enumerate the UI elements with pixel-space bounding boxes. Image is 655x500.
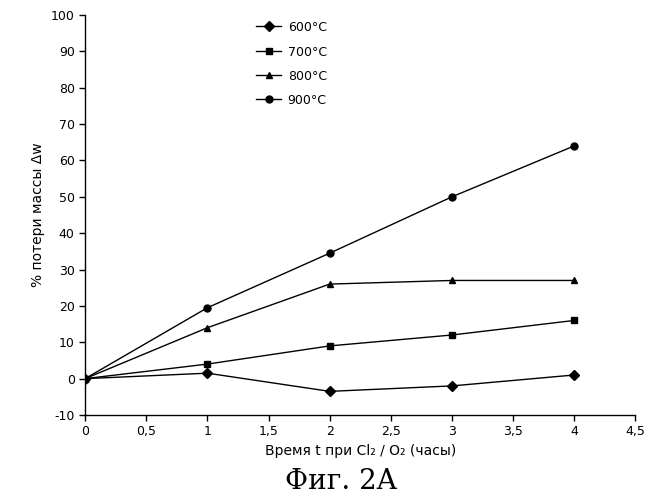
- 900°C: [204, 304, 212, 310]
- 700°C: [204, 361, 212, 367]
- 600°C: [326, 388, 333, 394]
- 900°C: [326, 250, 333, 256]
- 800°C: [81, 376, 89, 382]
- Line: 800°C: 800°C: [82, 277, 578, 382]
- 900°C: [571, 143, 578, 149]
- Legend: 600°C, 700°C, 800°C, 900°C: 600°C, 700°C, 800°C, 900°C: [257, 21, 327, 107]
- Text: Фиг. 2A: Фиг. 2A: [285, 468, 396, 495]
- 800°C: [448, 278, 456, 283]
- 700°C: [571, 318, 578, 324]
- 700°C: [326, 343, 333, 349]
- Line: 900°C: 900°C: [82, 142, 578, 382]
- 700°C: [81, 376, 89, 382]
- 600°C: [448, 383, 456, 389]
- 900°C: [81, 376, 89, 382]
- 600°C: [204, 370, 212, 376]
- 800°C: [571, 278, 578, 283]
- 600°C: [81, 376, 89, 382]
- 900°C: [448, 194, 456, 200]
- X-axis label: Время t при Cl₂ / O₂ (часы): Время t при Cl₂ / O₂ (часы): [265, 444, 456, 458]
- Y-axis label: % потери массы Δw: % потери массы Δw: [31, 142, 45, 288]
- Line: 700°C: 700°C: [82, 317, 578, 382]
- 700°C: [448, 332, 456, 338]
- 600°C: [571, 372, 578, 378]
- 800°C: [204, 324, 212, 330]
- Line: 600°C: 600°C: [82, 370, 578, 395]
- 800°C: [326, 281, 333, 287]
